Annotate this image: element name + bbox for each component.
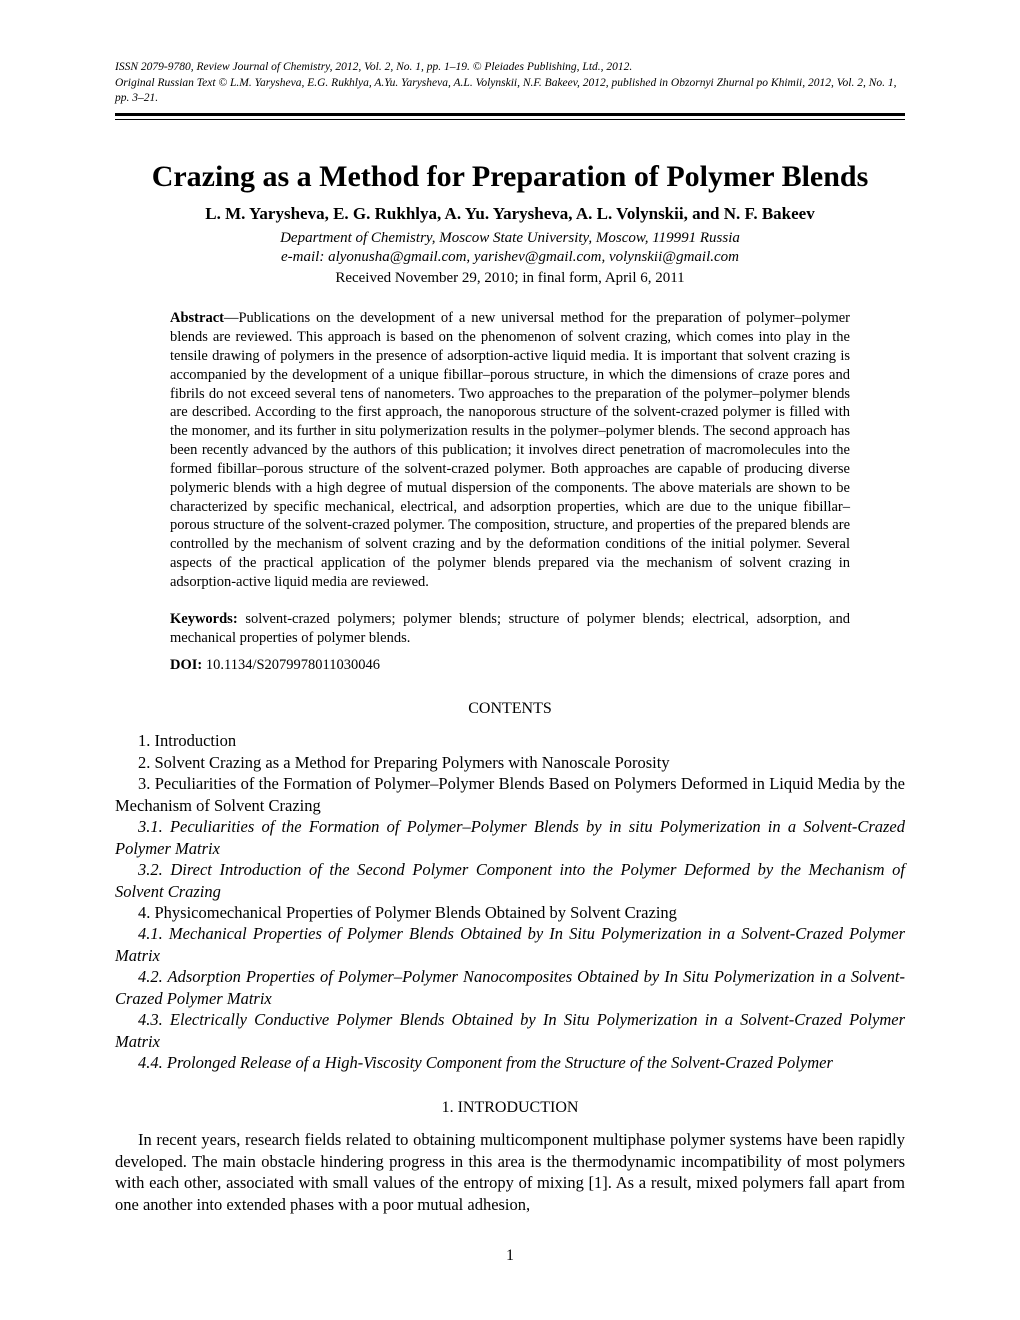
emails: e-mail: alyonusha@gmail.com, yarishev@gm… <box>115 249 905 266</box>
contents-item-4-2: 4.2. Adsorption Properties of Polymer–Po… <box>115 966 905 1009</box>
keywords-text: solvent-crazed polymers; polymer blends;… <box>170 611 850 646</box>
article-title: Crazing as a Method for Preparation of P… <box>115 160 905 194</box>
contents-item-4-4: 4.4. Prolonged Release of a High-Viscosi… <box>115 1052 905 1073</box>
authors: L. M. Yarysheva, E. G. Rukhlya, A. Yu. Y… <box>115 204 905 224</box>
abstract-text: —Publications on the development of a ne… <box>170 310 850 590</box>
journal-header-line-2: Original Russian Text © L.M. Yarysheva, … <box>115 76 905 105</box>
contents-item-2: 2. Solvent Crazing as a Method for Prepa… <box>138 752 905 773</box>
doi-label: DOI: <box>170 657 202 673</box>
page-number: 1 <box>115 1247 905 1265</box>
contents-list: 1. Introduction 2. Solvent Crazing as a … <box>115 730 905 1073</box>
introduction-heading: 1. INTRODUCTION <box>115 1099 905 1117</box>
contents-item-4: 4. Physicomechanical Properties of Polym… <box>138 902 905 923</box>
contents-item-4-3: 4.3. Electrically Conductive Polymer Ble… <box>115 1009 905 1052</box>
abstract-label: Abstract <box>170 310 224 326</box>
keywords: Keywords: solvent-crazed polymers; polym… <box>170 610 850 648</box>
contents-item-3-2: 3.2. Direct Introduction of the Second P… <box>115 859 905 902</box>
contents-heading: CONTENTS <box>115 700 905 718</box>
contents-item-3-1: 3.1. Peculiarities of the Formation of P… <box>115 816 905 859</box>
introduction-paragraph: In recent years, research fields related… <box>115 1129 905 1215</box>
journal-header-line-1: ISSN 2079-9780, Review Journal of Chemis… <box>115 60 905 74</box>
contents-item-4-1: 4.1. Mechanical Properties of Polymer Bl… <box>115 923 905 966</box>
abstract: Abstract—Publications on the development… <box>170 309 850 592</box>
keywords-label: Keywords: <box>170 611 238 627</box>
header-divider <box>115 113 905 120</box>
contents-item-1: 1. Introduction <box>138 730 905 751</box>
doi: DOI: 10.1134/S2079978011030046 <box>170 657 850 674</box>
affiliation: Department of Chemistry, Moscow State Un… <box>115 230 905 247</box>
doi-text: 10.1134/S2079978011030046 <box>202 657 380 673</box>
contents-item-3: 3. Peculiarities of the Formation of Pol… <box>115 773 905 816</box>
received-date: Received November 29, 2010; in final for… <box>115 270 905 287</box>
